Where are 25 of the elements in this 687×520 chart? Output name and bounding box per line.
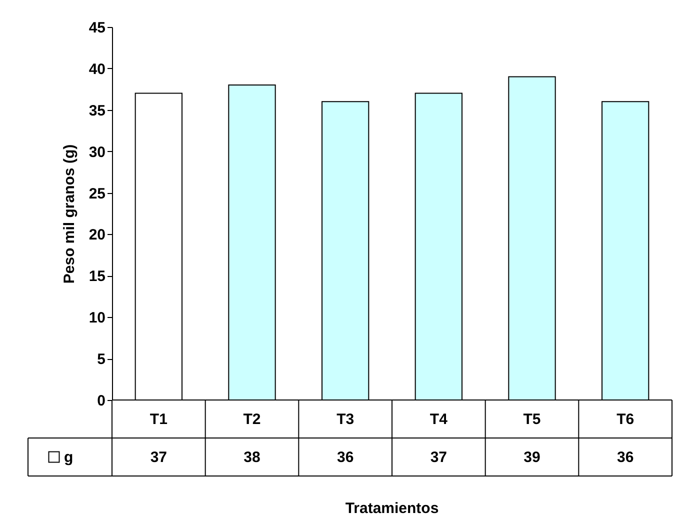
data-label: 37 [150, 449, 168, 466]
data-label: 39 [524, 449, 540, 466]
x-tick-label: T2 [243, 411, 261, 428]
y-tick-label: 45 [88, 20, 106, 36]
y-tick-label: 40 [88, 60, 106, 78]
x-tick-label: T1 [150, 411, 168, 428]
y-tick-label: 10 [88, 310, 106, 327]
data-label: 36 [336, 449, 354, 466]
data-label: 38 [244, 449, 260, 466]
data-label: 36 [616, 449, 634, 466]
y-tick-label: 0 [97, 392, 106, 410]
data-label: 37 [430, 449, 448, 466]
y-tick-label: 25 [88, 185, 106, 202]
y-axis-title: Peso mil granos (g) [60, 144, 78, 284]
y-tick-label: 30 [88, 144, 106, 161]
x-tick-label: T3 [336, 411, 354, 428]
x-tick-label: T4 [430, 411, 448, 428]
x-tick-label: T5 [523, 411, 541, 428]
x-tick-label: T6 [616, 411, 634, 428]
y-tick-label: 20 [88, 226, 106, 244]
y-tick-label: 35 [88, 102, 106, 120]
x-axis-title: Tratamientos [345, 500, 439, 517]
legend-label: g [64, 449, 74, 466]
y-tick-label: 15 [88, 268, 106, 286]
y-tick-label: 5 [97, 351, 106, 368]
